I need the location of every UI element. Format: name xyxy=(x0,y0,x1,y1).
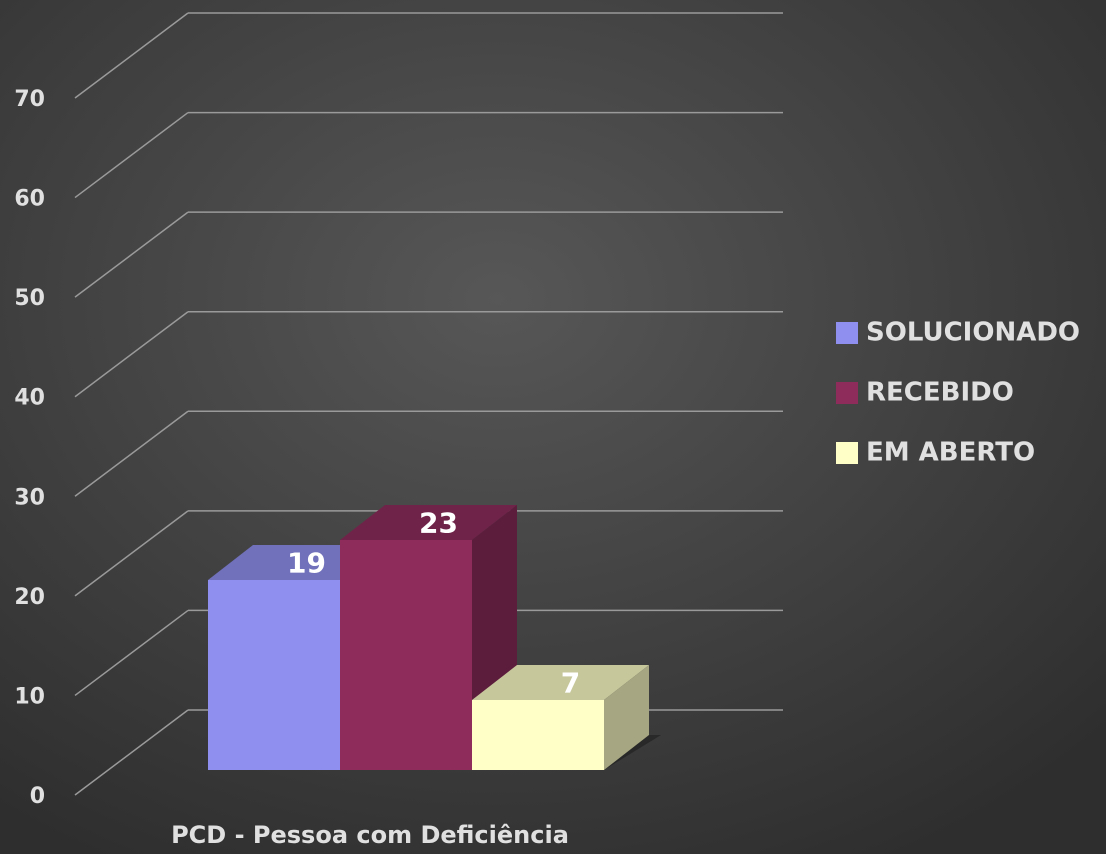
y-tick-label: 20 xyxy=(14,585,45,610)
legend-label: EM ABERTO xyxy=(866,438,1035,468)
y-tick-label: 30 xyxy=(14,485,45,510)
bar-top xyxy=(340,505,517,540)
bar-front xyxy=(472,700,604,770)
bar-front xyxy=(208,580,340,770)
value-label: 19 xyxy=(287,547,326,580)
y-tick-label: 70 xyxy=(14,87,45,112)
value-label: 7 xyxy=(561,667,580,700)
y-tick-label: 60 xyxy=(14,187,45,212)
grid-line-side xyxy=(74,311,189,398)
legend-label: SOLUCIONADO xyxy=(866,318,1080,348)
grid-line-side xyxy=(74,609,189,697)
legend-swatch xyxy=(836,382,858,404)
grid-line-side xyxy=(74,510,189,597)
bar-side xyxy=(604,665,649,770)
grid-line-side xyxy=(74,12,189,99)
bar-front xyxy=(340,540,472,770)
grid-line-side xyxy=(74,709,189,796)
bar-top xyxy=(472,665,649,700)
x-category-label: PCD - Pessoa com Deficiência xyxy=(171,821,569,849)
value-label: 23 xyxy=(419,507,458,540)
y-tick-label: 0 xyxy=(30,784,45,809)
legend-swatch xyxy=(836,322,858,344)
legend-label: RECEBIDO xyxy=(866,378,1014,408)
grid-line-side xyxy=(74,211,189,298)
grid-line-side xyxy=(74,410,189,497)
grid-line-side xyxy=(74,111,189,199)
y-tick-label: 40 xyxy=(14,386,45,411)
y-tick-label: 50 xyxy=(14,286,45,311)
y-tick-label: 10 xyxy=(14,684,45,709)
legend-swatch xyxy=(836,442,858,464)
